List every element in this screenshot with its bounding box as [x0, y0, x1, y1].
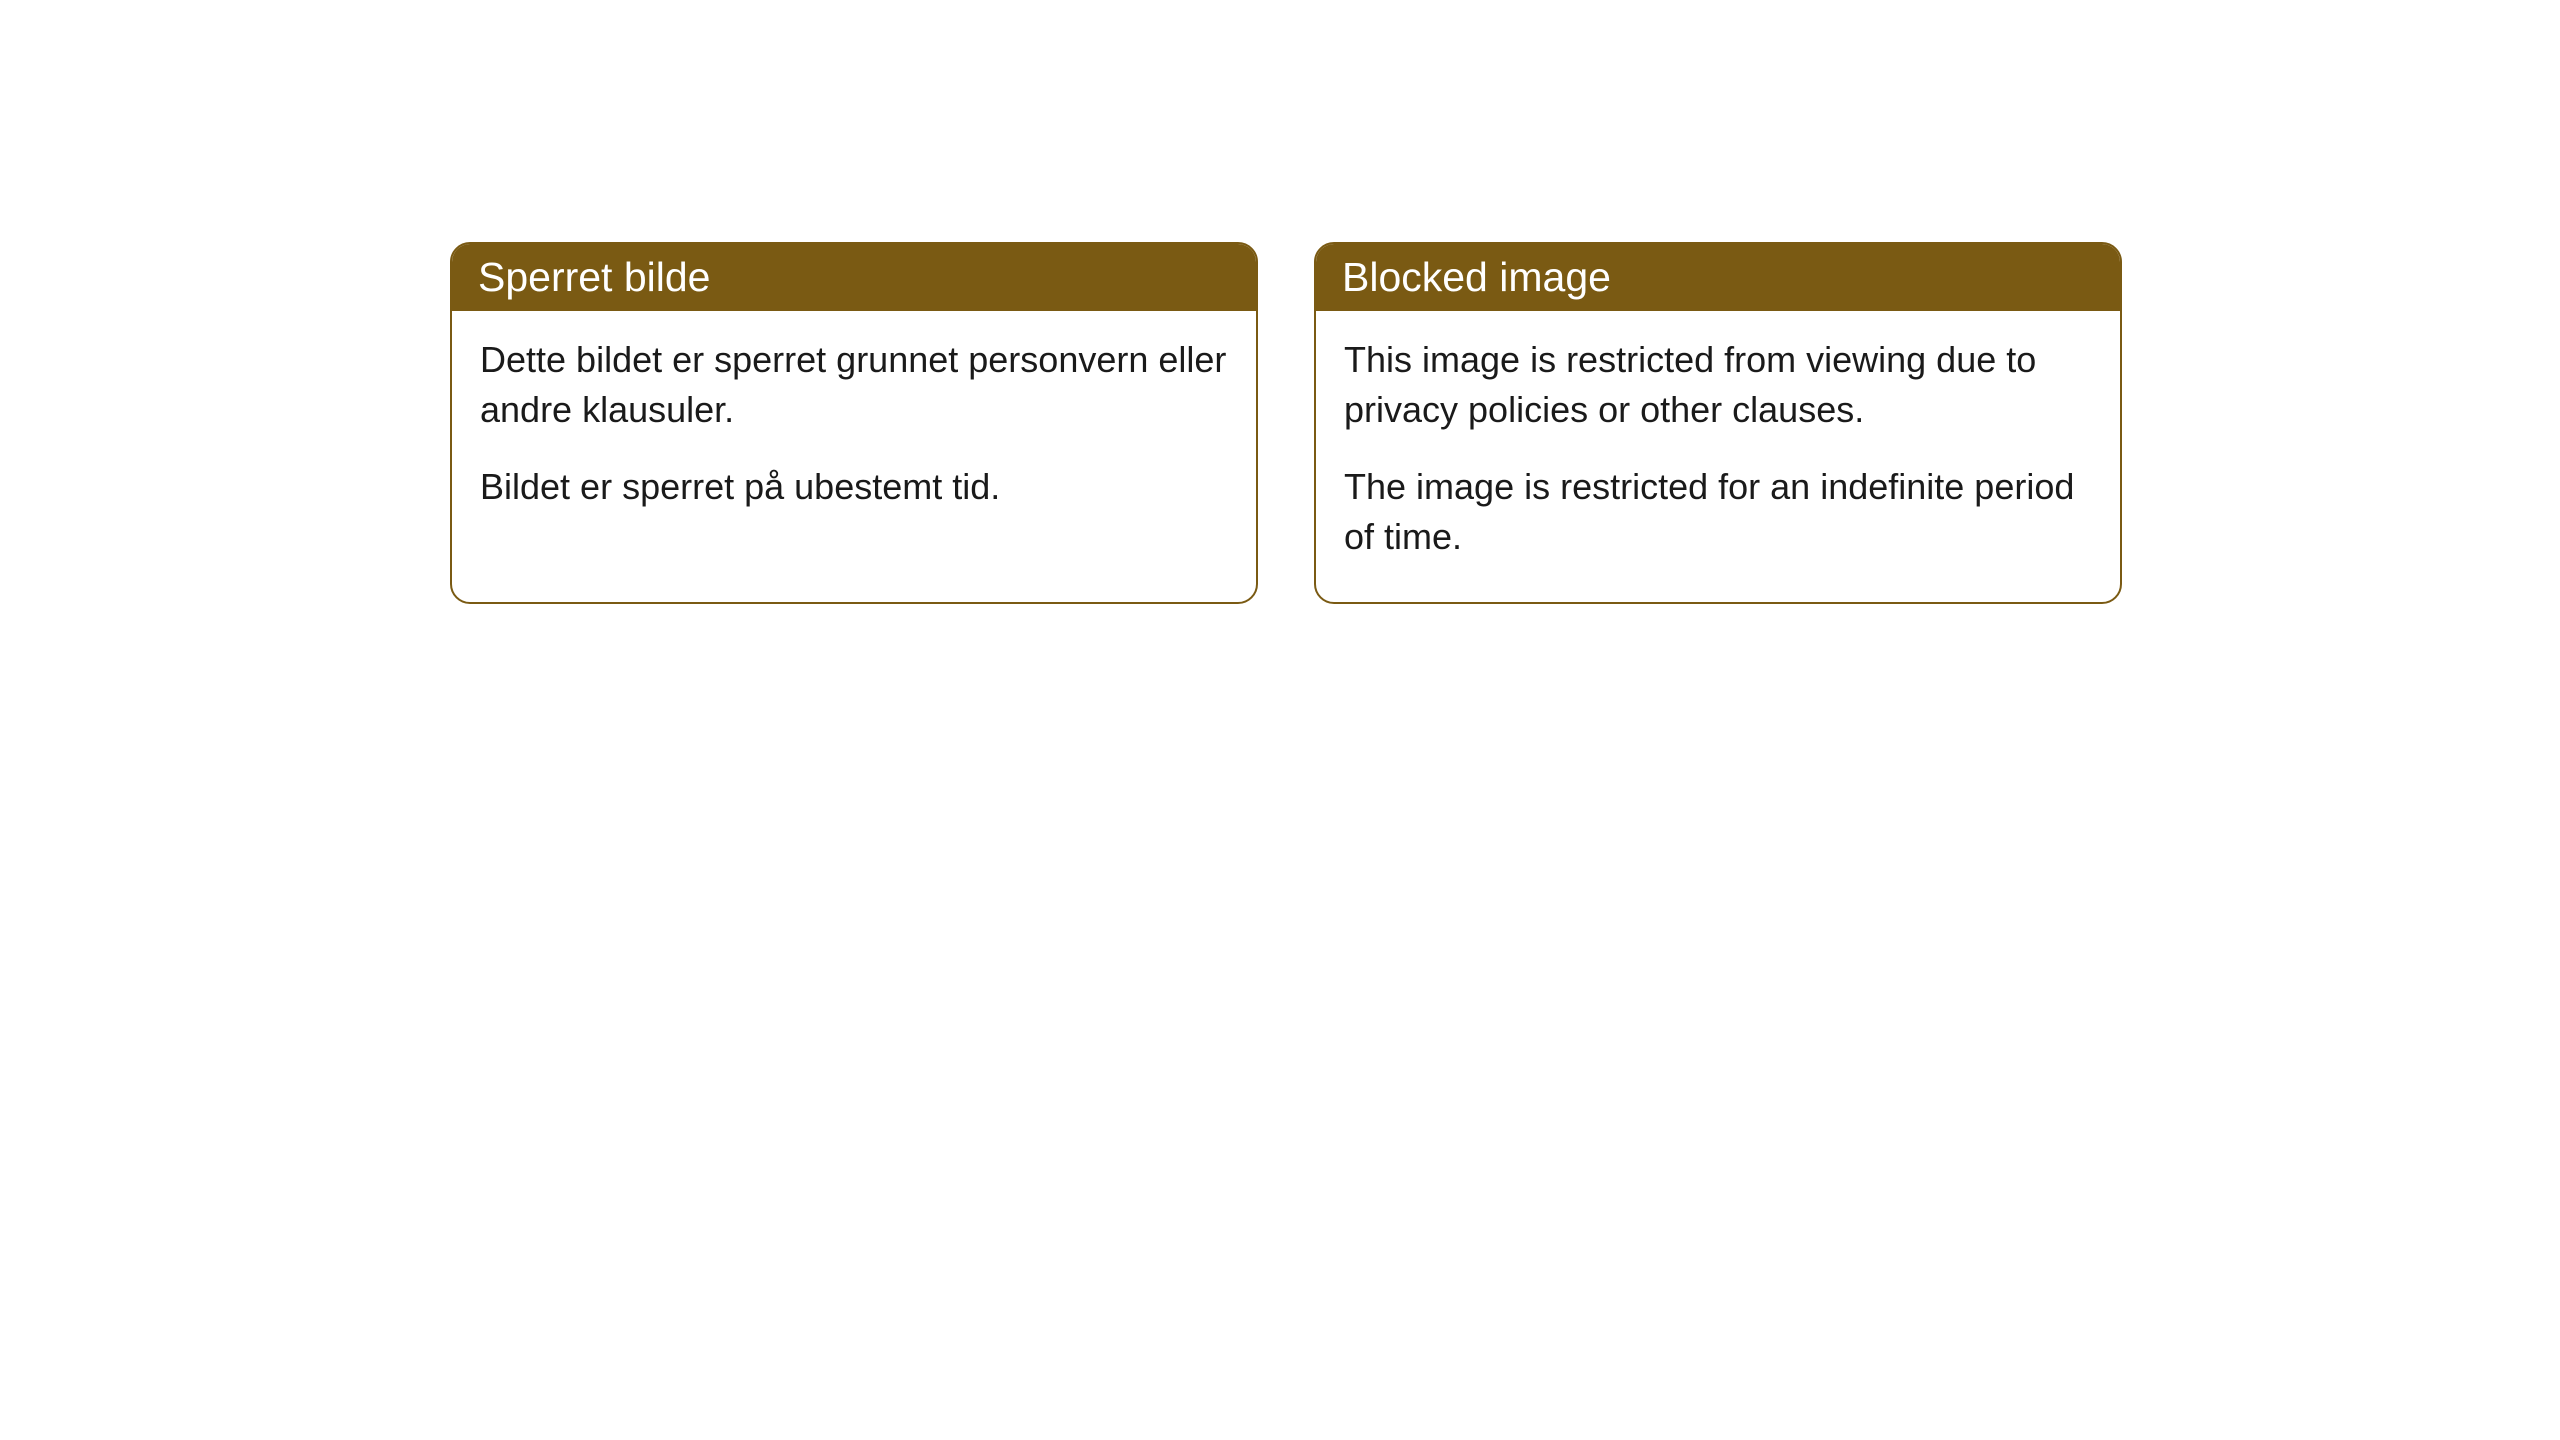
card-paragraph-1: This image is restricted from viewing du…: [1344, 335, 2092, 434]
card-paragraph-1: Dette bildet er sperret grunnet personve…: [480, 335, 1228, 434]
card-header-english: Blocked image: [1316, 244, 2120, 311]
card-body-norwegian: Dette bildet er sperret grunnet personve…: [452, 311, 1256, 552]
blocked-image-card-english: Blocked image This image is restricted f…: [1314, 242, 2122, 604]
blocked-image-card-norwegian: Sperret bilde Dette bildet er sperret gr…: [450, 242, 1258, 604]
notice-container: Sperret bilde Dette bildet er sperret gr…: [0, 0, 2560, 604]
card-header-norwegian: Sperret bilde: [452, 244, 1256, 311]
card-body-english: This image is restricted from viewing du…: [1316, 311, 2120, 602]
card-title: Sperret bilde: [478, 254, 710, 300]
card-paragraph-2: The image is restricted for an indefinit…: [1344, 462, 2092, 561]
card-title: Blocked image: [1342, 254, 1611, 300]
card-paragraph-2: Bildet er sperret på ubestemt tid.: [480, 462, 1228, 512]
